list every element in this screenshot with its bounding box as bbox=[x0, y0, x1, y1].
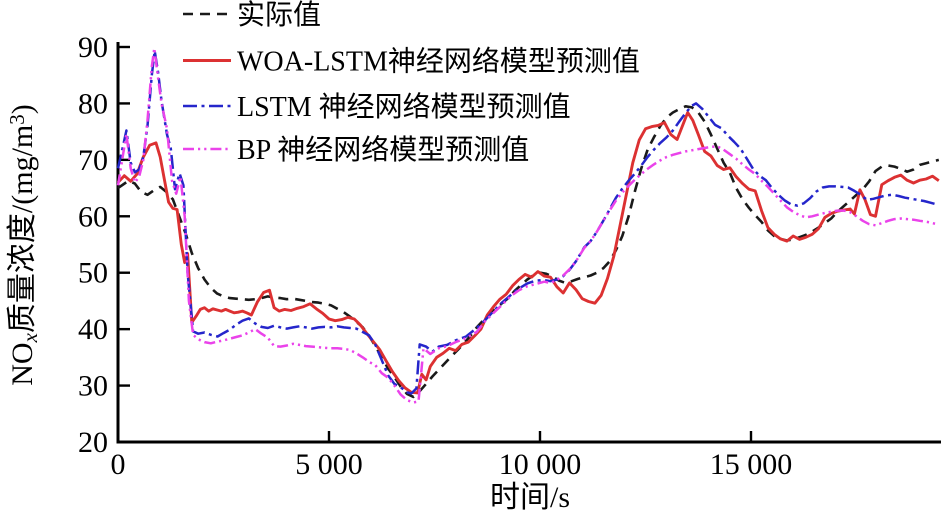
series-line-woa-lstm bbox=[116, 111, 940, 395]
legend-label-actual: 实际值 bbox=[237, 0, 321, 31]
legend-label-lstm: LSTM 神经网络模型预测值 bbox=[237, 91, 571, 123]
x-axis-title: 时间/s bbox=[490, 481, 570, 514]
legend-item-bp: BP 神经网络模型预测值 bbox=[183, 134, 529, 166]
series-line-bp bbox=[116, 46, 938, 404]
y-tick-label: 50 bbox=[78, 257, 108, 290]
legend: 实际值 WOA-LSTM神经网络模型预测值 LSTM 神经网络模型预测值 BP … bbox=[183, 0, 640, 166]
legend-item-actual: 实际值 bbox=[183, 0, 321, 31]
y-axis-title: NOx质量浓度/(mg/m3) bbox=[5, 104, 42, 386]
y-tick-label: 40 bbox=[78, 313, 108, 346]
legend-item-woa-lstm: WOA-LSTM神经网络模型预测值 bbox=[183, 46, 640, 78]
y-tick-label: 30 bbox=[78, 370, 108, 403]
y-tick-label: 20 bbox=[78, 426, 108, 459]
series-line-lstm bbox=[116, 49, 938, 395]
y-tick-label: 70 bbox=[78, 144, 108, 177]
y-tick-label: 80 bbox=[78, 87, 108, 120]
x-tick-label: 5 000 bbox=[295, 448, 363, 481]
legend-item-lstm: LSTM 神经网络模型预测值 bbox=[183, 91, 571, 123]
tick-labels: 0 5 000 10 000 15 000 20 30 40 50 60 70 80 90 bbox=[78, 31, 792, 481]
x-tick-label: 15 000 bbox=[710, 448, 793, 481]
legend-label-woa-lstm: WOA-LSTM神经网络模型预测值 bbox=[237, 46, 640, 78]
legend-label-bp: BP 神经网络模型预测值 bbox=[237, 134, 529, 166]
y-tick-label: 60 bbox=[78, 200, 108, 233]
y-tick-label: 90 bbox=[78, 31, 108, 64]
x-tick-label: 0 bbox=[111, 448, 126, 481]
x-tick-label: 10 000 bbox=[499, 448, 582, 481]
series-lines bbox=[116, 46, 940, 404]
axes: 0 5 000 10 000 15 000 20 30 40 50 60 70 80 90 bbox=[78, 31, 941, 481]
